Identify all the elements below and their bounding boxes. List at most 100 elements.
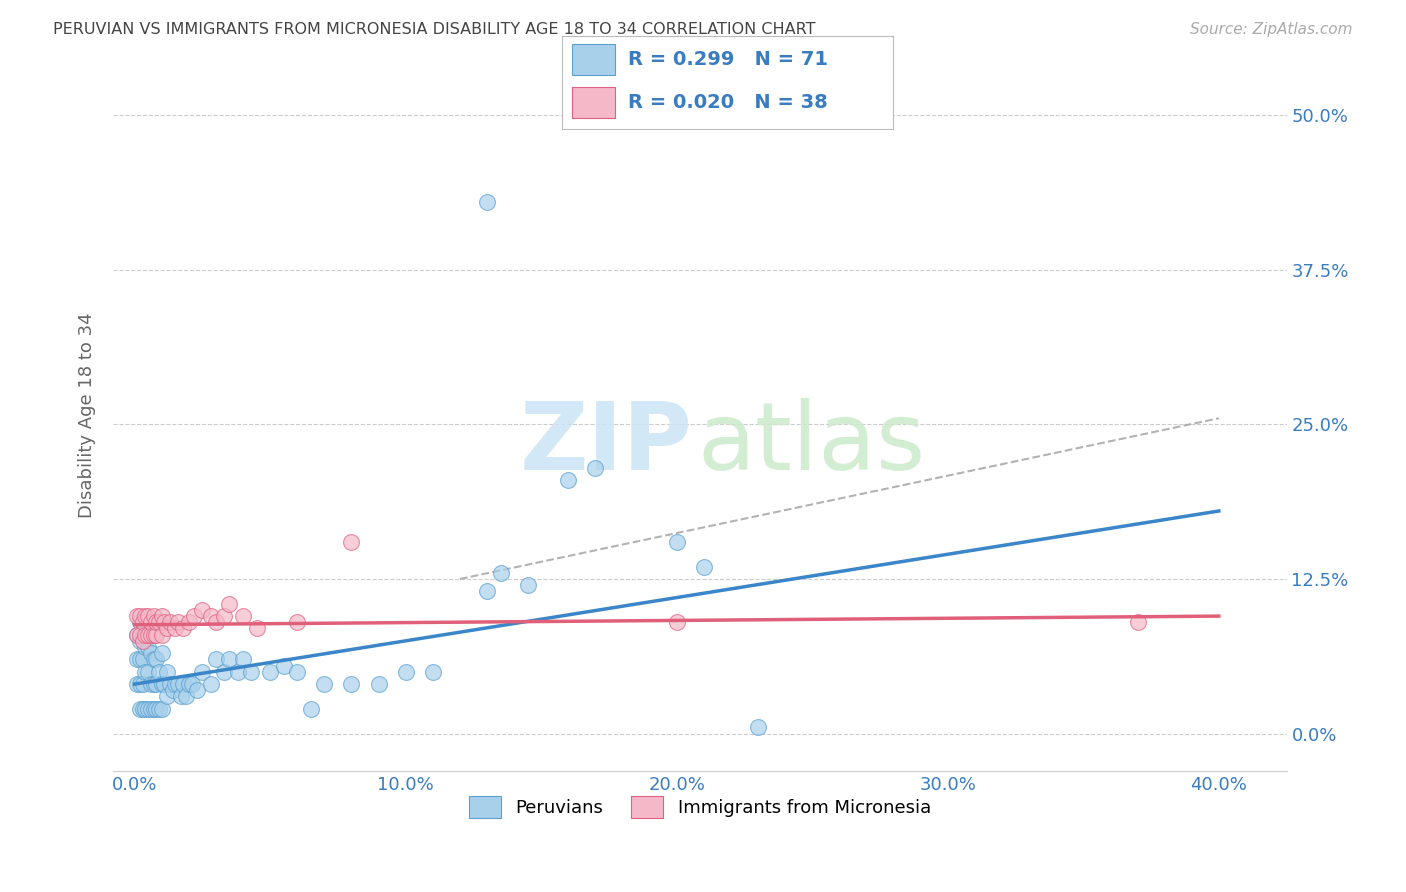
- Point: [139, 615, 162, 630]
- Point: [139, 627, 162, 641]
- Point: [148, 665, 170, 679]
- Point: [148, 615, 170, 630]
- Point: [127, 652, 149, 666]
- Point: [165, 622, 187, 636]
- Point: [232, 652, 254, 666]
- Legend: Peruvians, Immigrants from Micronesia: Peruvians, Immigrants from Micronesia: [461, 789, 938, 826]
- Point: [172, 677, 194, 691]
- Point: [218, 597, 240, 611]
- Point: [156, 622, 179, 636]
- Point: [665, 535, 688, 549]
- Point: [136, 702, 159, 716]
- Point: [205, 652, 228, 666]
- Point: [180, 677, 202, 691]
- Point: [240, 665, 263, 679]
- Point: [232, 609, 254, 624]
- Bar: [572, 44, 616, 75]
- Point: [134, 609, 156, 624]
- Point: [159, 615, 181, 630]
- Point: [136, 665, 159, 679]
- Point: [167, 615, 190, 630]
- Point: [156, 665, 179, 679]
- Text: Source: ZipAtlas.com: Source: ZipAtlas.com: [1189, 22, 1353, 37]
- Point: [134, 665, 156, 679]
- Point: [245, 622, 267, 636]
- Point: [314, 677, 336, 691]
- Point: [127, 677, 149, 691]
- Point: [165, 677, 187, 691]
- Point: [191, 603, 214, 617]
- Point: [747, 720, 769, 734]
- Y-axis label: Disability Age 18 to 34: Disability Age 18 to 34: [79, 312, 96, 518]
- Text: ZIP: ZIP: [519, 398, 692, 490]
- Point: [127, 627, 149, 641]
- Point: [127, 627, 149, 641]
- Point: [177, 677, 200, 691]
- Point: [212, 609, 235, 624]
- Point: [129, 609, 152, 624]
- Point: [136, 640, 159, 654]
- Point: [1126, 615, 1149, 630]
- Point: [129, 677, 152, 691]
- Point: [145, 702, 167, 716]
- Point: [139, 702, 162, 716]
- Point: [132, 702, 155, 716]
- Point: [156, 690, 179, 704]
- Point: [153, 615, 176, 630]
- Point: [139, 677, 162, 691]
- Point: [170, 690, 193, 704]
- Point: [665, 615, 688, 630]
- Point: [132, 633, 155, 648]
- Point: [145, 652, 167, 666]
- Point: [142, 627, 165, 641]
- Point: [218, 652, 240, 666]
- Point: [167, 677, 190, 691]
- Point: [129, 615, 152, 630]
- Point: [129, 627, 152, 641]
- Point: [139, 646, 162, 660]
- Point: [136, 609, 159, 624]
- Point: [205, 615, 228, 630]
- Text: R = 0.299   N = 71: R = 0.299 N = 71: [628, 50, 828, 69]
- Point: [153, 677, 176, 691]
- Point: [200, 609, 222, 624]
- Text: PERUVIAN VS IMMIGRANTS FROM MICRONESIA DISABILITY AGE 18 TO 34 CORRELATION CHART: PERUVIAN VS IMMIGRANTS FROM MICRONESIA D…: [53, 22, 815, 37]
- Point: [340, 677, 363, 691]
- Point: [134, 702, 156, 716]
- Point: [489, 566, 512, 580]
- Point: [340, 535, 363, 549]
- Point: [273, 658, 295, 673]
- Text: R = 0.020   N = 38: R = 0.020 N = 38: [628, 93, 828, 112]
- Point: [136, 627, 159, 641]
- Point: [422, 665, 444, 679]
- Point: [516, 578, 538, 592]
- Point: [150, 627, 173, 641]
- Bar: [572, 87, 616, 118]
- Point: [395, 665, 418, 679]
- Text: atlas: atlas: [697, 398, 925, 490]
- Point: [142, 652, 165, 666]
- Point: [132, 627, 155, 641]
- Point: [212, 665, 235, 679]
- Point: [226, 665, 249, 679]
- Point: [145, 627, 167, 641]
- Point: [132, 677, 155, 691]
- Point: [145, 677, 167, 691]
- Point: [285, 615, 308, 630]
- Point: [259, 665, 281, 679]
- Point: [134, 640, 156, 654]
- Point: [148, 702, 170, 716]
- Point: [129, 633, 152, 648]
- Point: [129, 652, 152, 666]
- Point: [132, 652, 155, 666]
- Point: [557, 473, 579, 487]
- Point: [583, 460, 606, 475]
- Point: [132, 615, 155, 630]
- Point: [142, 677, 165, 691]
- Point: [142, 609, 165, 624]
- Point: [177, 615, 200, 630]
- Point: [200, 677, 222, 691]
- Point: [186, 683, 208, 698]
- Point: [174, 690, 197, 704]
- Point: [129, 702, 152, 716]
